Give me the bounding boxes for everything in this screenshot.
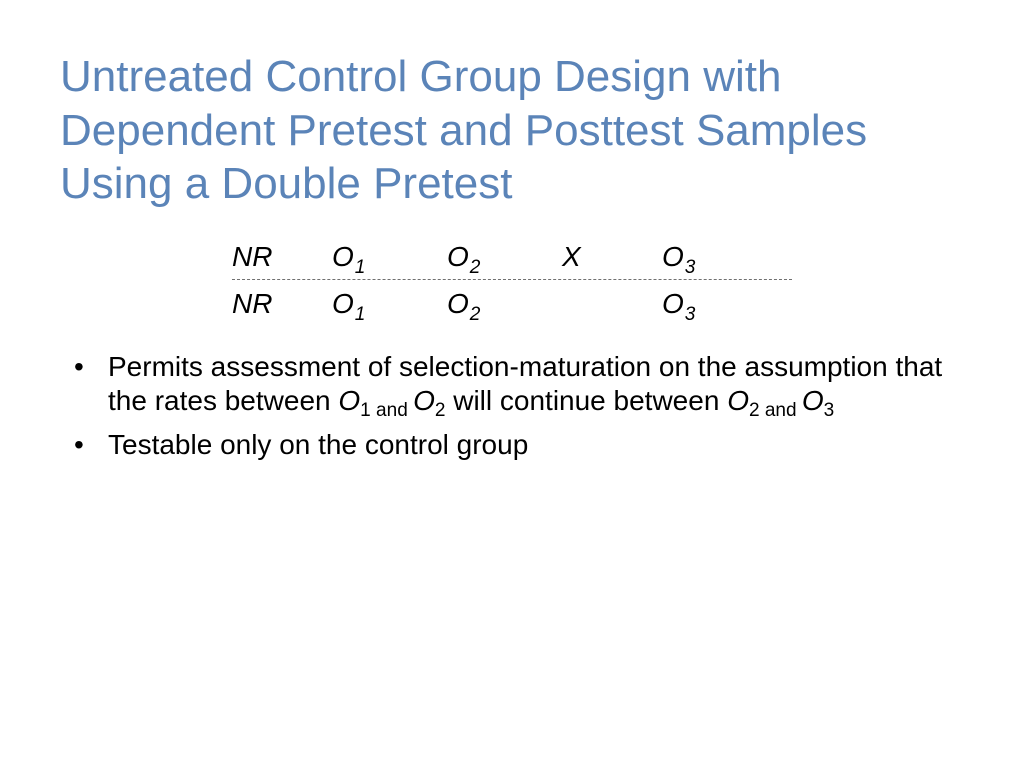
notation-divider — [232, 279, 792, 280]
treatment — [562, 288, 662, 320]
bullet-item: Permits assessment of selection-maturati… — [60, 350, 964, 418]
obs2: O2 — [447, 288, 562, 320]
treatment: X — [562, 241, 662, 273]
obs3: O3 — [662, 241, 762, 273]
notation-row-treatment: NR O1 O2 X O3 — [232, 239, 792, 275]
group-label: NR — [232, 241, 332, 273]
obs1: O1 — [332, 241, 447, 273]
group-label: NR — [232, 288, 332, 320]
obs1: O1 — [332, 288, 447, 320]
bullet-item: Testable only on the control group — [60, 428, 964, 462]
slide-title: Untreated Control Group Design with Depe… — [60, 50, 964, 211]
notation-row-control: NR O1 O2 O3 — [232, 286, 792, 322]
bullet-list: Permits assessment of selection-maturati… — [60, 350, 964, 462]
obs3: O3 — [662, 288, 762, 320]
obs2: O2 — [447, 241, 562, 273]
design-notation: NR O1 O2 X O3 NR O1 O2 O3 — [232, 239, 792, 322]
